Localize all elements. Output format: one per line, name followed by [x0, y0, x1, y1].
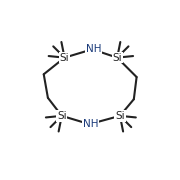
Text: NH: NH	[86, 44, 101, 54]
Text: NH: NH	[83, 119, 99, 129]
Text: Si: Si	[57, 111, 67, 121]
Text: Si: Si	[112, 53, 122, 63]
Text: Si: Si	[115, 111, 125, 121]
Text: Si: Si	[60, 53, 69, 63]
